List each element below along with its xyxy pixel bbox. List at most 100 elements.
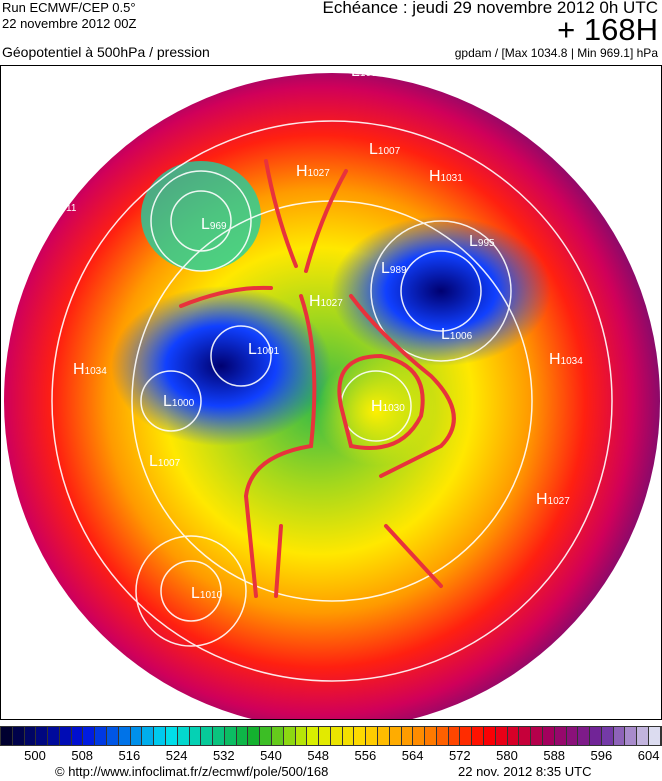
high-pressure-label: H1031	[429, 168, 463, 185]
low-pressure-label: L1007	[149, 453, 181, 470]
high-pressure-label: H1034	[73, 361, 107, 378]
color-swatch	[484, 727, 496, 745]
colorbar-tick: 516	[118, 748, 141, 763]
color-swatch	[142, 727, 155, 745]
color-swatch	[413, 727, 426, 745]
color-swatch	[201, 727, 214, 745]
color-swatch	[1, 727, 13, 745]
low-pressure-label: L989	[381, 260, 407, 277]
low-region-west	[111, 286, 331, 446]
color-swatch	[177, 727, 190, 745]
high-pressure-label: H1027	[296, 163, 330, 180]
ring-high	[337, 353, 425, 450]
color-swatch	[71, 727, 84, 745]
colorbar-tick: 596	[590, 748, 613, 763]
colorbar-tick: 572	[448, 748, 471, 763]
color-swatch	[224, 727, 237, 745]
color-swatch	[319, 727, 331, 745]
color-swatch	[118, 727, 131, 745]
colorbar-tick: 500	[24, 748, 46, 763]
color-swatch	[189, 727, 202, 745]
arrow-up	[274, 524, 283, 598]
high-pressure-label: H1034	[549, 351, 583, 368]
arrow-north-b	[304, 169, 348, 273]
color-swatch	[648, 727, 661, 745]
color-swatch	[213, 727, 225, 745]
color-swatch	[472, 727, 485, 745]
color-swatch	[425, 727, 437, 745]
color-swatch	[436, 727, 449, 745]
arrow-west-inflow	[179, 285, 273, 308]
color-swatch	[637, 727, 649, 745]
color-swatch	[271, 727, 284, 745]
color-swatch	[542, 727, 555, 745]
high-region-center	[316, 356, 436, 466]
color-scale-bar	[0, 726, 662, 746]
high-pressure-label: H1027	[536, 491, 570, 508]
colorbar-tick: 604	[637, 748, 660, 763]
color-swatch	[625, 727, 638, 745]
colorbar-tick: 588	[543, 748, 566, 763]
color-swatch	[295, 727, 308, 745]
colorbar-tick: 556	[354, 748, 377, 763]
color-swatch	[107, 727, 119, 745]
polar-map: L1008 H1027 L1007 H1031 L1011 L969 L995 L989 H10…	[0, 65, 662, 720]
arrow-europe	[384, 524, 443, 588]
run-date: 22 novembre 2012 00Z	[2, 16, 137, 31]
arrow-ridge-west	[243, 294, 317, 598]
colorbar-tick: 564	[401, 748, 424, 763]
color-swatch	[260, 727, 272, 745]
color-swatch	[342, 727, 355, 745]
low-pressure-label: L1000	[163, 393, 195, 410]
flow-arrows	[179, 159, 456, 598]
low-pressure-label: L1008	[351, 66, 383, 80]
color-swatch	[366, 727, 378, 745]
valid-time: Echéance : jeudi 29 novembre 2012 0h UTC	[322, 0, 658, 17]
low-pressure-label: L1006	[441, 326, 473, 343]
color-swatch	[401, 727, 414, 745]
color-swatch	[495, 727, 508, 745]
color-swatch	[24, 727, 37, 745]
colorbar-tick: 524	[165, 748, 188, 763]
color-swatch	[507, 727, 520, 745]
color-swatch	[307, 727, 320, 745]
colorbar-tick: 532	[212, 748, 235, 763]
color-swatch	[83, 727, 96, 745]
low-pressure-label: L969	[201, 216, 227, 233]
color-swatch	[531, 727, 543, 745]
color-swatch	[59, 727, 72, 745]
colorbar-tick: 580	[496, 748, 518, 763]
color-swatch	[519, 727, 532, 745]
arrow-north-a	[264, 159, 298, 268]
color-swatch	[448, 727, 461, 745]
source-url[interactable]: © http://www.infoclimat.fr/z/ecmwf/pole/…	[55, 764, 329, 779]
low-region-north	[141, 161, 261, 271]
low-pressure-label: L1001	[248, 341, 280, 358]
color-swatch	[578, 727, 591, 745]
isobars	[51, 120, 613, 682]
color-swatch	[389, 727, 402, 745]
low-pressure-label: L1011	[46, 198, 77, 215]
color-swatch	[601, 727, 614, 745]
color-swatch	[95, 727, 108, 745]
high-pressure-label: H1030	[371, 398, 405, 415]
color-swatch	[460, 727, 473, 745]
colorbar-tick: 508	[71, 748, 94, 763]
color-swatch	[613, 727, 626, 745]
colorbar-tick: 540	[260, 748, 282, 763]
low-pressure-label: L995	[469, 233, 495, 250]
run-label: Run ECMWF/CEP 0.5°	[2, 0, 136, 15]
color-swatch	[283, 727, 296, 745]
color-swatch	[154, 727, 166, 745]
low-pressure-label: L1007	[369, 141, 401, 158]
color-swatch	[165, 727, 178, 745]
low-pressure-label: L1010	[191, 585, 223, 602]
color-swatch	[248, 727, 261, 745]
lead-time: + 168H	[557, 12, 658, 47]
generated-time: 22 nov. 2012 8:35 UTC	[458, 764, 592, 779]
color-swatch	[554, 727, 567, 745]
color-swatch	[48, 727, 60, 745]
units-label: gpdam / [Max 1034.8 | Min 969.1] hPa	[454, 46, 658, 60]
color-swatch	[330, 727, 343, 745]
colorbar-tick: 548	[307, 748, 330, 763]
